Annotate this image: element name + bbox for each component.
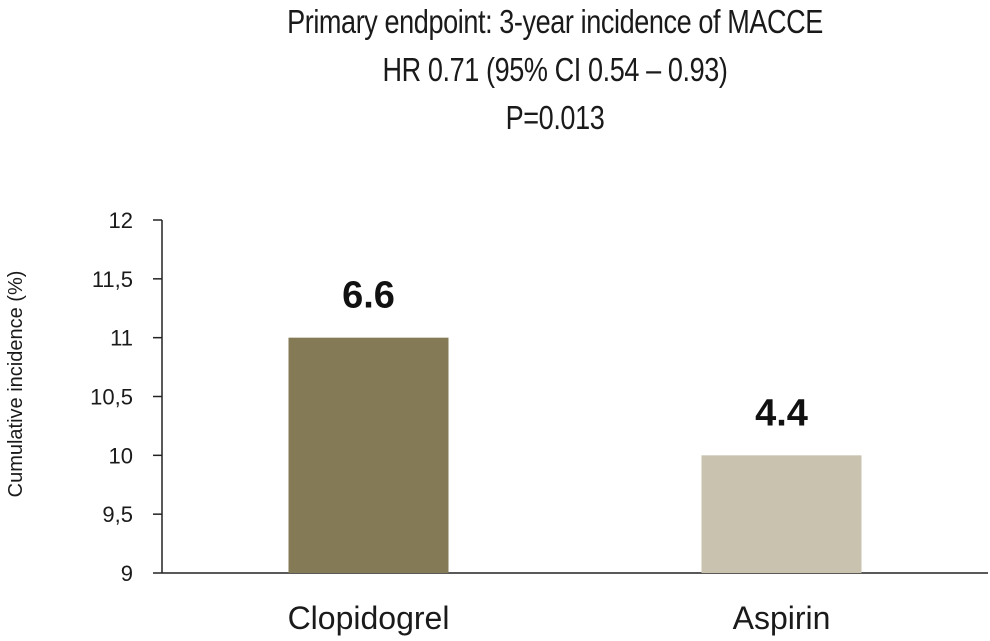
title-line-hazard-ratio: HR 0.71 (95% CI 0.54 – 0.93) bbox=[382, 51, 728, 88]
x-category-label: Aspirin bbox=[733, 600, 831, 636]
y-tick-label: 11 bbox=[110, 326, 133, 351]
y-tick-label: 10 bbox=[109, 443, 133, 468]
title-line-p-value: P=0.013 bbox=[505, 99, 605, 136]
y-tick-label: 10,5 bbox=[90, 385, 133, 410]
x-axis: Clopidogrel Aspirin bbox=[162, 572, 988, 636]
y-tick-label: 12 bbox=[109, 208, 133, 233]
bar-clopidogrel bbox=[288, 337, 449, 573]
y-tick-label: 11,5 bbox=[92, 267, 133, 292]
bar-aspirin bbox=[701, 455, 862, 573]
bar-value-label: 6.6 bbox=[342, 275, 395, 317]
data-labels: 6.6 4.4 bbox=[342, 275, 808, 435]
y-axis: 9 9,5 10 10,5 11 11,5 12 bbox=[90, 208, 163, 586]
x-category-label: Clopidogrel bbox=[288, 600, 450, 636]
y-tick-label: 9 bbox=[121, 561, 133, 586]
title-line-endpoint: Primary endpoint: 3-year incidence of MA… bbox=[287, 3, 823, 40]
y-axis-title: Cumulative incidence (%) bbox=[5, 271, 27, 498]
bar-value-label: 4.4 bbox=[755, 392, 808, 434]
y-tick-label: 9,5 bbox=[102, 502, 133, 527]
bars bbox=[288, 337, 862, 573]
